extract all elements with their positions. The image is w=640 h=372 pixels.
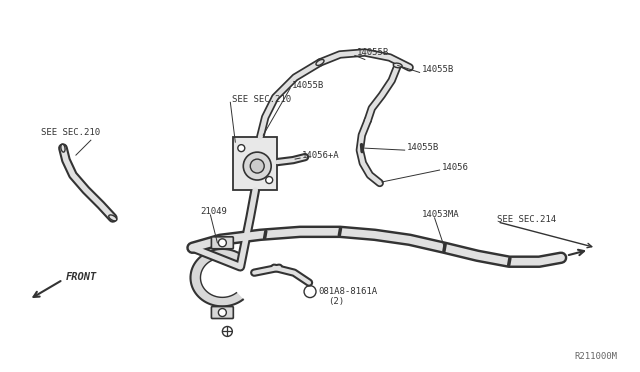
Circle shape bbox=[266, 177, 273, 183]
Text: FRONT: FRONT bbox=[66, 272, 97, 282]
Text: 14055B: 14055B bbox=[292, 81, 324, 90]
Text: SEE SEC.210: SEE SEC.210 bbox=[232, 95, 291, 104]
Text: 14055B: 14055B bbox=[357, 48, 389, 57]
Circle shape bbox=[218, 308, 227, 317]
Ellipse shape bbox=[316, 60, 324, 65]
Circle shape bbox=[238, 145, 244, 152]
Text: SEE SEC.214: SEE SEC.214 bbox=[497, 215, 556, 224]
Circle shape bbox=[250, 159, 264, 173]
Polygon shape bbox=[234, 137, 277, 190]
Text: 14056+A: 14056+A bbox=[302, 151, 340, 160]
Text: 081A8-8161A: 081A8-8161A bbox=[318, 287, 377, 296]
Text: 21049: 21049 bbox=[200, 208, 227, 217]
Ellipse shape bbox=[393, 63, 402, 68]
Text: 14055B: 14055B bbox=[422, 65, 454, 74]
Text: SEE SEC.210: SEE SEC.210 bbox=[41, 128, 100, 137]
Ellipse shape bbox=[61, 144, 65, 152]
Polygon shape bbox=[191, 249, 243, 307]
FancyBboxPatch shape bbox=[211, 237, 234, 249]
Circle shape bbox=[243, 152, 271, 180]
FancyBboxPatch shape bbox=[211, 307, 234, 318]
Text: 14056: 14056 bbox=[442, 163, 468, 171]
Text: (2): (2) bbox=[328, 297, 344, 306]
Ellipse shape bbox=[109, 215, 117, 221]
Circle shape bbox=[218, 239, 227, 247]
Text: 14053MA: 14053MA bbox=[422, 211, 460, 219]
Text: 14055B: 14055B bbox=[406, 142, 439, 152]
Circle shape bbox=[222, 327, 232, 336]
Text: R211000M: R211000M bbox=[574, 352, 617, 361]
